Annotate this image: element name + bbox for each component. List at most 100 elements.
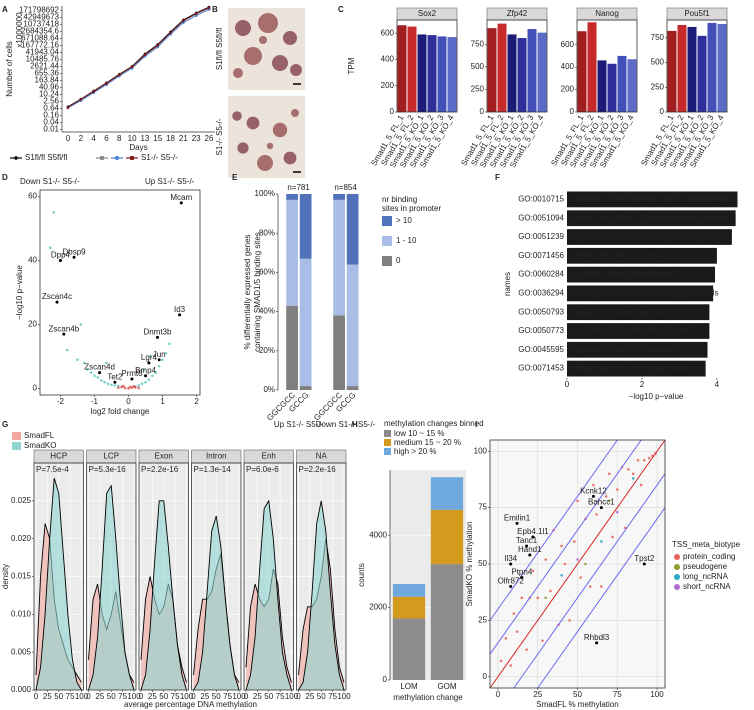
legend-label: S1fl/fl S5fl/fl: [25, 153, 67, 162]
bar: [407, 26, 417, 113]
labeled-point: [155, 335, 159, 339]
line: [67, 7, 210, 108]
group-n: n=854: [334, 183, 357, 192]
labeled-point: [525, 544, 529, 548]
legend-label: long_ncRNA: [683, 572, 729, 581]
point: [164, 352, 168, 355]
labeled-point: [55, 300, 59, 304]
point: [568, 619, 571, 622]
legend-label: 0: [396, 256, 401, 265]
y-tick-label: 0.64: [43, 104, 59, 113]
point: [627, 468, 630, 471]
y-tick-label: 2.56: [43, 96, 59, 105]
legend-label: SmadKO: [24, 441, 56, 450]
panel-frame: [666, 19, 728, 113]
marker: [100, 156, 104, 160]
x-tick-label: 8: [117, 134, 122, 143]
marker: [194, 14, 198, 17]
legend-label: SmadFL: [24, 431, 55, 440]
x-tick-label: 4: [715, 380, 720, 389]
point: [544, 558, 547, 561]
point: [600, 585, 603, 588]
bar-segment: [430, 564, 464, 680]
point: [140, 382, 144, 386]
point: [576, 558, 579, 561]
panel-frame: [576, 19, 638, 113]
legend-label: high > 20 %: [394, 447, 436, 456]
x-tick-label: 100: [232, 692, 246, 701]
y-tick-label: 0: [483, 672, 488, 681]
y-tick-label: 75: [478, 503, 487, 512]
bar-description: positive regulation of developmental pro…: [570, 213, 728, 222]
x-tick-label: 25: [533, 690, 542, 699]
density-area: [88, 485, 134, 690]
point: [149, 355, 152, 358]
legend-label: medium 15 ~ 20 %: [394, 438, 461, 447]
x-tick-label: 10: [128, 134, 137, 143]
colony: [258, 13, 278, 33]
facet-title: Sox2: [418, 9, 437, 18]
x-tick-label: 75: [171, 692, 180, 701]
point: [615, 488, 619, 491]
y-tick-label: 0: [660, 107, 665, 116]
x-axis-title: −log10 p−value: [629, 392, 684, 401]
facet-title: Exon: [155, 452, 173, 461]
colony: [291, 109, 299, 117]
p-value: P=6.0e-6: [246, 465, 279, 474]
y-tick-label: 400: [381, 55, 395, 64]
marker: [130, 156, 134, 160]
y-axis-title: −log10 p−value: [15, 265, 24, 320]
point: [631, 477, 635, 480]
x-tick-label: GOM: [437, 682, 456, 691]
point-label: Kcnk12: [580, 486, 607, 495]
x-tick-label: 75: [613, 690, 622, 699]
point: [157, 364, 161, 368]
marker: [117, 73, 121, 76]
point: [137, 384, 141, 387]
bar: [537, 32, 547, 112]
point: [639, 483, 643, 487]
y-tick-label: 100: [474, 446, 488, 455]
panel-letter: I: [475, 420, 477, 429]
y-tick-label: GO:0045595: [518, 345, 564, 354]
point: [79, 323, 83, 326]
point: [161, 358, 164, 362]
y-tick-label: 0: [383, 675, 388, 684]
colony: [259, 36, 267, 44]
legend-label: low 10 ~ 15 %: [394, 429, 444, 438]
y-axis-title: containing SMAD1/5 binding sites: [253, 232, 262, 352]
legend-label: > 10: [396, 216, 412, 225]
bar-segment: [346, 264, 359, 387]
y-axis-title: SmadKO % methylation: [465, 522, 474, 607]
line: [67, 9, 210, 109]
labeled-point: [515, 521, 519, 525]
point: [541, 639, 544, 642]
bar: [447, 37, 457, 113]
y-tick-label: 0.015: [11, 572, 32, 581]
bar-description: regulation of extracellular matrix disas…: [570, 195, 730, 204]
marker: [66, 105, 70, 109]
x-axis-title: methylation change: [393, 693, 463, 702]
guide-line: [537, 507, 666, 689]
point: [608, 499, 611, 503]
x-tick-label: 75: [223, 692, 232, 701]
bar: [497, 23, 507, 113]
density-area: [193, 515, 239, 690]
colony: [272, 122, 288, 138]
x-tick-label: 50: [573, 690, 582, 699]
point: [499, 659, 503, 663]
colony: [272, 55, 288, 71]
panel-letter: A: [2, 5, 8, 14]
point: [142, 368, 146, 371]
labeled-point: [599, 506, 603, 510]
y-tick-label: GO:0050793: [518, 307, 564, 316]
facet-title: Nanog: [595, 9, 619, 18]
point-label: Il34: [504, 554, 517, 563]
y-tick-label: 167772.16: [21, 40, 59, 49]
bar: [567, 323, 710, 339]
legend-swatch: [382, 256, 392, 266]
bar: [617, 55, 627, 112]
bar-segment: [333, 194, 345, 200]
y-tick-label: 163.84: [35, 75, 60, 84]
y-axis-title: counts: [357, 563, 366, 587]
